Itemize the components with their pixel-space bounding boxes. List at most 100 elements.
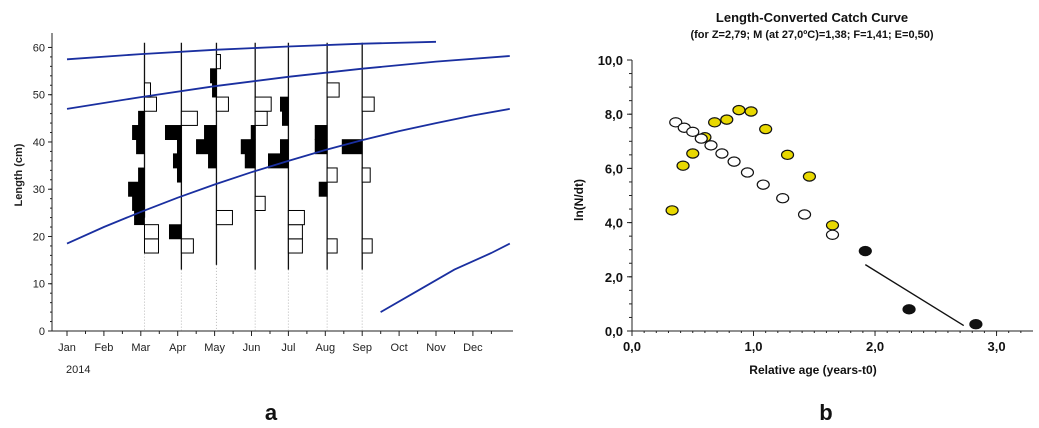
panel-a-positive-bar	[287, 224, 303, 240]
panel-a-month-label: Sep	[352, 342, 372, 354]
panel-a-negative-bar	[250, 125, 256, 141]
panel-a-positive-bar	[361, 238, 373, 254]
panel-b-x-tick-label: 2,0	[866, 339, 884, 354]
panel-a-negative-bar	[196, 139, 217, 155]
panel-b-title: Length-Converted Catch Curve	[716, 10, 908, 25]
panel-a-month-label: Feb	[94, 342, 113, 354]
panel-a-positive-bar	[254, 195, 266, 211]
panel-b-x-axis-label: Relative age (years-t0)	[749, 363, 876, 377]
panel-b-y-tick-label: 8,0	[605, 107, 623, 122]
panel-a-length-samples	[128, 42, 375, 331]
panel-a-growth-curve	[66, 55, 510, 110]
panel-a-negative-bar	[128, 181, 145, 197]
panel-b-y-axis-label: ln(N/dt)	[572, 179, 586, 221]
panel-a-y-tick-label: 20	[33, 231, 45, 243]
panel-a-negative-bar	[204, 125, 217, 141]
panel-b-point-white	[756, 179, 770, 190]
panel-a-y-ticks: 0 10 20 30 40 50 60	[33, 42, 52, 338]
panel-a-positive-bar	[180, 238, 194, 254]
panel-b-point-white	[825, 229, 840, 240]
panel-a-negative-bar	[208, 153, 217, 169]
panel-b-point-white	[740, 167, 755, 178]
panel-a-month-label: Oct	[391, 342, 408, 354]
panel-a-month-label: Mar	[131, 342, 150, 354]
panel-a-negative-bar	[244, 153, 256, 169]
panel-a-negative-bar	[176, 139, 182, 155]
panel-a-negative-bar	[210, 68, 217, 84]
panel-a-growth-curve	[380, 242, 511, 313]
panel-b-point-yellow	[708, 117, 722, 128]
panel-a-positive-bar	[326, 167, 338, 183]
panel-a-negative-bar	[341, 139, 363, 155]
panel-a-negative-bar	[168, 224, 182, 240]
panel-b-data-points	[665, 104, 983, 330]
panel-b-x-tick-label: 1,0	[744, 339, 762, 354]
panel-a-month-label: Jul	[281, 342, 295, 354]
panel-b-point-yellow	[686, 148, 700, 159]
panel-b-catch-curve-chart: Length-Converted Catch Curve (for Z=2,79…	[572, 10, 1033, 425]
panel-a-positive-bar	[215, 96, 229, 112]
panel-b-y-tick-label: 2,0	[605, 270, 623, 285]
panel-b-point-white	[704, 140, 718, 151]
panel-a-y-tick-label: 10	[33, 279, 45, 291]
panel-a-month-label: Apr	[169, 342, 186, 354]
panel-a-year-label: 2014	[66, 364, 90, 376]
panel-b-y-tick-label: 4,0	[605, 216, 623, 231]
panel-a-positive-bar	[287, 209, 305, 226]
panel-b-y-tick-label: 10,0	[598, 53, 623, 68]
panel-b-point-yellow	[744, 106, 758, 117]
panel-a-negative-bar	[172, 153, 182, 169]
panel-b-y-tick-label: 0,0	[605, 324, 623, 339]
panel-b-point-yellow	[665, 205, 679, 216]
panel-a-negative-bar	[279, 96, 289, 112]
panel-b-x-ticks: 0,0 1,0 2,0 3,0	[623, 331, 1022, 354]
panel-b-point-white	[715, 148, 729, 159]
panel-a-positive-bar	[143, 238, 159, 254]
panel-a-month-label: May	[204, 342, 225, 354]
panel-a-negative-bar	[281, 110, 289, 126]
panel-a-positive-bar	[215, 209, 233, 226]
panel-b-point-white	[797, 209, 812, 220]
panel-b-point-yellow	[802, 171, 817, 182]
panel-a-negative-bar	[240, 139, 256, 155]
panel-a-negative-bar	[138, 110, 145, 126]
panel-b-point-yellow	[732, 104, 746, 116]
panel-a-growth-curves	[66, 40, 511, 313]
panel-a-positive-bar	[143, 224, 159, 240]
panel-a-month-label: Dec	[463, 342, 483, 354]
panel-a-y-tick-label: 60	[33, 42, 45, 54]
panel-a-positive-bar	[143, 96, 157, 112]
panel-a-positive-bar	[326, 238, 338, 254]
panel-a-negative-bar	[138, 167, 145, 183]
panel-a-negative-bar	[136, 139, 145, 155]
panel-a-negative-bar	[314, 125, 328, 141]
panel-a-growth-curve	[66, 108, 510, 245]
panel-a-y-tick-label: 40	[33, 137, 45, 149]
panel-a-month-label: Aug	[316, 342, 336, 354]
panel-b-point-yellow	[720, 114, 734, 125]
panel-a-positive-bar	[215, 54, 221, 70]
panel-b-y-ticks: 0,0 2,0 4,0 6,0 8,0 10,0	[598, 53, 632, 339]
panel-a-y-tick-label: 0	[39, 326, 45, 338]
panel-a-negative-bar	[132, 125, 145, 141]
panel-b-point-yellow	[780, 149, 795, 161]
panel-a-negative-bar	[212, 82, 217, 98]
panel-a-month-label: Jun	[243, 342, 261, 354]
panel-a-month-label: Jan	[58, 342, 76, 354]
panel-b-letter: b	[819, 400, 832, 425]
panel-a-negative-bar	[318, 181, 328, 197]
panel-b-point-black	[858, 245, 872, 257]
panel-b-x-tick-label: 0,0	[623, 339, 641, 354]
panel-a-positive-bar	[180, 110, 198, 126]
panel-a-month-label: Nov	[426, 342, 446, 354]
panel-a-x-ticks: Jan Feb Mar Apr May Jun Jul Aug Sep Oct Nov Dec	[58, 331, 492, 354]
panel-b-point-black	[969, 319, 983, 330]
panel-a-growth-curve	[66, 40, 437, 61]
panel-b-point-black	[902, 304, 916, 315]
panel-b-y-tick-label: 6,0	[605, 161, 623, 176]
panel-a-negative-bar	[176, 167, 182, 183]
panel-a-negative-bar	[279, 139, 289, 155]
panel-b-point-white	[686, 126, 700, 138]
panel-a-negative-bar	[164, 125, 182, 141]
panel-b-point-white	[776, 193, 790, 204]
